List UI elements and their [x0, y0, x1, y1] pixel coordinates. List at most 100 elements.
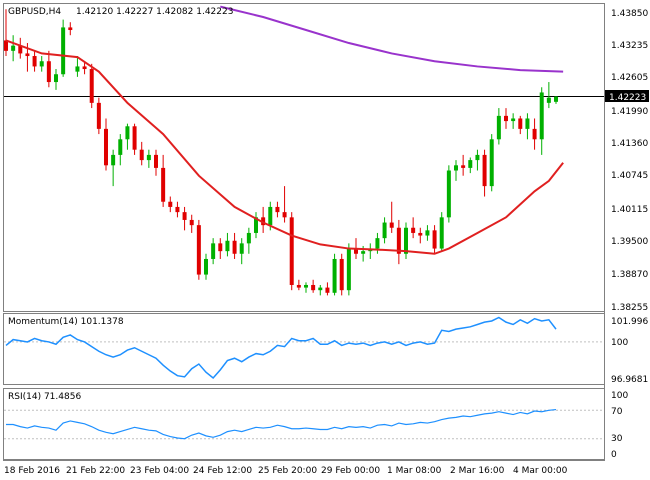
candle-body: [118, 139, 123, 155]
candle-body: [354, 248, 358, 254]
candle-body: [104, 128, 108, 166]
price-tick: 1.43850: [611, 9, 648, 19]
candle-body: [246, 232, 251, 244]
candle-body: [539, 92, 544, 140]
momentum-title: Momentum(14) 101.1378: [8, 317, 124, 327]
rsi-tick: 100: [611, 391, 628, 401]
candle-body: [389, 222, 394, 228]
momentum-tick: 101.996: [611, 317, 648, 327]
candle-body: [89, 69, 94, 103]
rsi-line: [6, 408, 557, 440]
candle-body: [25, 53, 30, 57]
time-tick: 23 Feb 04:00: [130, 466, 189, 476]
candle-body: [75, 66, 80, 72]
candle-body: [204, 258, 208, 275]
candle-body: [39, 61, 44, 67]
candle-body: [425, 230, 430, 236]
current-price-tag: 1.42223: [609, 93, 646, 103]
candle-body: [175, 206, 180, 213]
rsi-tick: 70: [611, 407, 623, 417]
candle-body: [275, 206, 280, 213]
candle-body: [196, 225, 201, 275]
price-tick: 1.40745: [611, 171, 648, 181]
current-price-tag-bg: [605, 90, 649, 102]
momentum-tick: 96.9681: [611, 375, 648, 385]
candle-body: [332, 258, 337, 293]
candle-body: [546, 97, 551, 103]
price-tick: 1.38255: [611, 303, 648, 313]
time-tick: 2 Mar 16:00: [450, 466, 505, 476]
time-tick: 24 Feb 12:00: [193, 466, 252, 476]
candle-body: [218, 243, 223, 252]
candle-body: [446, 170, 451, 218]
sma-slow-line: [220, 5, 564, 73]
candle-body: [325, 287, 330, 293]
candle-body: [96, 102, 101, 129]
price-tick: 1.39500: [611, 237, 648, 247]
candle-body: [404, 227, 408, 254]
candle-body: [125, 126, 130, 140]
candle-body: [318, 287, 323, 291]
candle-body: [304, 284, 308, 288]
candle-body: [554, 96, 558, 102]
candle-body: [82, 66, 87, 70]
candle-body: [489, 139, 494, 187]
candle-body: [496, 115, 501, 140]
candle-body: [254, 217, 258, 233]
main-panel-frame: [3, 3, 605, 312]
rsi-title: RSI(14) 71.4856: [8, 392, 81, 402]
candle-body: [311, 284, 316, 291]
candle-body: [139, 149, 144, 161]
time-tick: 25 Feb 20:00: [258, 466, 317, 476]
candle-body: [161, 167, 166, 202]
price-tick: 1.42605: [611, 73, 648, 83]
candle-body: [382, 222, 387, 239]
candle-body: [468, 160, 473, 168]
candle-body: [525, 118, 530, 129]
candle-body: [461, 165, 466, 168]
rsi-tick: 0: [611, 450, 617, 460]
candle-body: [418, 232, 423, 236]
candle-body: [4, 40, 8, 51]
candle-body: [61, 27, 66, 75]
candle-body: [68, 27, 73, 31]
main-price-plot: [4, 5, 604, 296]
time-tick: 18 Feb 2016: [4, 466, 60, 476]
candle-body: [232, 240, 237, 254]
candle-body: [261, 217, 266, 226]
candle-body: [18, 45, 23, 54]
time-axis: 18 Feb 2016 21 Feb 22:00 23 Feb 04:00 24…: [4, 466, 568, 476]
candle-body: [146, 154, 151, 161]
candle-body: [346, 248, 351, 291]
candle-body: [239, 243, 244, 254]
momentum-plot: [4, 316, 604, 380]
candle-body: [268, 206, 273, 226]
symbol-label: GBPUSD,H4: [8, 7, 61, 17]
candle-body: [111, 154, 116, 166]
momentum-tick: 100: [611, 338, 628, 348]
candle-body: [511, 118, 516, 122]
candle-body: [211, 243, 216, 259]
candle-body: [518, 118, 523, 129]
rsi-tick: 30: [611, 434, 623, 444]
ohlc-label: 1.42120 1.42227 1.42082 1.42223: [76, 7, 233, 17]
candle-body: [54, 74, 58, 83]
candle-body: [482, 154, 487, 187]
candle-body: [339, 258, 344, 291]
candle-body: [132, 126, 137, 150]
price-axis: 1.43850 1.43235 1.42605 1.41990 1.41360 …: [611, 9, 648, 313]
candle-body: [432, 230, 437, 249]
candle-body: [532, 128, 537, 140]
candle-body: [439, 217, 444, 249]
candle-body: [361, 251, 366, 254]
candle-body: [396, 227, 401, 254]
price-tick: 1.41990: [611, 107, 648, 117]
candle-body: [189, 219, 194, 226]
candle-body: [296, 284, 301, 288]
candle-body: [11, 45, 16, 51]
momentum-panel-frame: [3, 313, 605, 385]
price-tick: 1.41360: [611, 139, 648, 149]
candle-body: [504, 115, 508, 122]
price-tick: 1.43235: [611, 41, 648, 51]
candle-body: [225, 240, 230, 252]
